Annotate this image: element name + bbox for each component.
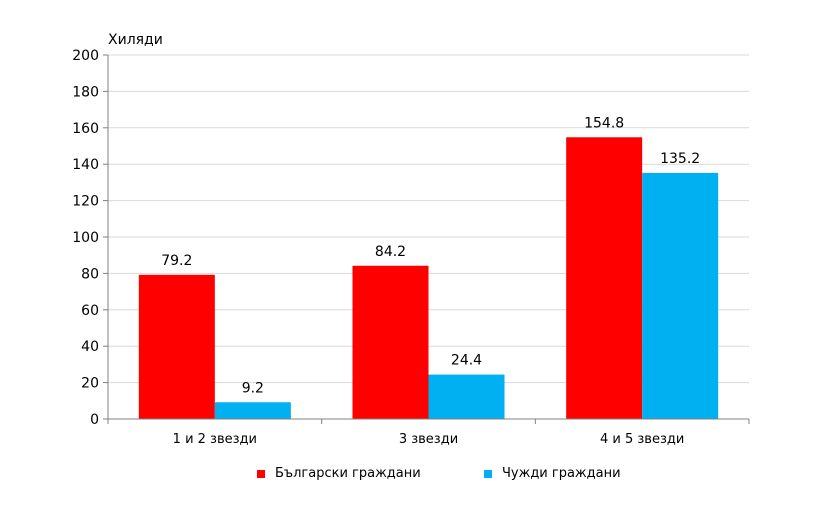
y-tick-label: 100 xyxy=(72,230,99,246)
y-tick-label: 20 xyxy=(81,376,99,392)
y-tick-label: 120 xyxy=(72,194,99,210)
legend-label-foreign: Чужди граждани xyxy=(502,466,621,481)
bar-bulgarian xyxy=(138,274,215,419)
y-tick-label: 180 xyxy=(72,84,99,100)
data-label: 84.2 xyxy=(375,244,406,260)
legend-swatch-foreign xyxy=(484,469,492,478)
data-label: 9.2 xyxy=(242,380,264,396)
data-label: 79.2 xyxy=(161,253,192,269)
data-label: 24.4 xyxy=(451,353,482,369)
x-category-label: 1 и 2 звезди xyxy=(173,432,257,447)
bar-foreign xyxy=(214,402,291,419)
x-axis-labels: 1 и 2 звезди 3 звезди 4 и 5 звезди xyxy=(173,432,685,447)
y-tick-label: 80 xyxy=(81,266,99,282)
data-label: 154.8 xyxy=(584,115,624,131)
bar-bulgarian xyxy=(566,137,643,419)
bars: 79.2 9.2 84.2 24.4 154.8 135.2 xyxy=(138,115,719,419)
y-tick-label: 160 xyxy=(72,121,99,137)
axes xyxy=(107,55,750,424)
legend-item-bulgarian: Български граждани xyxy=(257,466,421,481)
y-tick-label: 140 xyxy=(72,157,99,173)
x-category-label: 4 и 5 звезди xyxy=(600,432,684,447)
bar-foreign xyxy=(642,172,719,419)
legend-swatch-bulgarian xyxy=(257,469,265,478)
bar-bulgarian xyxy=(352,265,429,419)
legend-item-foreign: Чужди граждани xyxy=(484,466,621,481)
legend-label-bulgarian: Български граждани xyxy=(275,466,421,481)
legend: Български граждани Чужди граждани xyxy=(0,466,826,486)
y-axis-ticks: 0 20 40 60 80 100 120 140 160 180 200 xyxy=(72,48,108,428)
bar-foreign xyxy=(428,374,505,419)
y-axis-unit-label: Хиляди xyxy=(108,32,163,48)
x-category-label: 3 звезди xyxy=(399,432,458,447)
y-tick-label: 200 xyxy=(72,48,99,64)
y-tick-label: 0 xyxy=(90,412,99,428)
data-label: 135.2 xyxy=(660,151,700,167)
y-tick-label: 60 xyxy=(81,303,99,319)
y-tick-label: 40 xyxy=(81,339,99,355)
